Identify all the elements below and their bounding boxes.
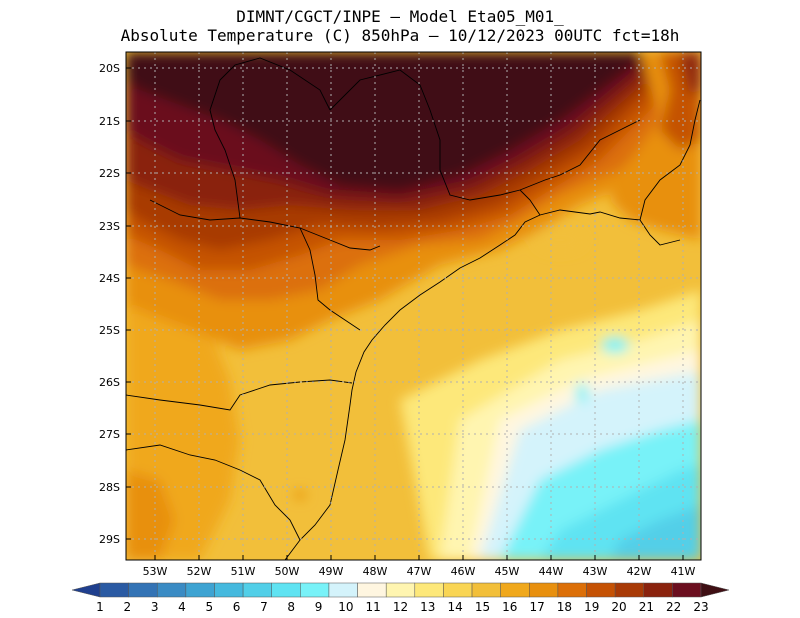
- lat-label: 21S: [99, 115, 120, 128]
- colorbar-swatch: [643, 582, 673, 598]
- map-title-line-1: DIMNT/CGCT/INPE — Model Eta05_M01_: [236, 7, 564, 26]
- colorbar-label: 14: [447, 600, 462, 614]
- colorbar-swatch: [271, 582, 301, 598]
- state-border-5: [209, 57, 331, 219]
- state-border-6: [329, 69, 641, 201]
- colorbar-swatch: [672, 582, 702, 598]
- lat-label: 23S: [99, 220, 120, 233]
- lon-label: 45W: [495, 565, 520, 578]
- colorbar-label: 5: [205, 600, 213, 614]
- lat-label: 25S: [99, 324, 120, 337]
- colorbar-label: 13: [420, 600, 435, 614]
- colorbar-label: 17: [529, 600, 544, 614]
- colorbar-label: 21: [639, 600, 654, 614]
- lat-label: 28S: [99, 481, 120, 494]
- lon-label: 46W: [451, 565, 476, 578]
- colorbar-swatch: [99, 582, 129, 598]
- colorbar-swatch: [586, 582, 616, 598]
- lat-label: 29S: [99, 533, 120, 546]
- map-frame: [125, 51, 702, 561]
- colorbar-label: 20: [611, 600, 626, 614]
- colorbar-swatch: [357, 582, 387, 598]
- lat-label: 24S: [99, 272, 120, 285]
- colorbar-label: 18: [557, 600, 572, 614]
- state-border-2: [126, 444, 301, 541]
- lon-label: 47W: [407, 565, 432, 578]
- colorbar-swatch: [443, 582, 473, 598]
- colorbar-swatch: [185, 582, 215, 598]
- state-border-3: [149, 199, 381, 251]
- colorbar: 1 2 3 4 5 6 7 8 9 10 11 12 13 14 15 16 17 18 19 20 21 22 23: [71, 582, 730, 614]
- map-title-line-2: Absolute Temperature (C) 850hPa — 10/12/…: [120, 26, 680, 45]
- state-border-7: [519, 189, 541, 216]
- colorbar-swatch: [614, 582, 645, 598]
- lat-label: 22S: [99, 167, 120, 180]
- colorbar-label: 3: [151, 600, 159, 614]
- lon-label: 43W: [583, 565, 608, 578]
- lon-label: 41W: [671, 565, 696, 578]
- colorbar-swatch: [128, 582, 158, 598]
- lon-label: 42W: [627, 565, 652, 578]
- lon-label: 52W: [187, 565, 212, 578]
- colorbar-label: 23: [693, 600, 708, 614]
- state-border-1: [126, 379, 353, 411]
- colorbar-swatch: [328, 582, 358, 598]
- colorbar-swatch: [242, 582, 272, 598]
- colorbar-swatch: [557, 582, 587, 598]
- lon-label: 49W: [319, 565, 344, 578]
- latitude-axis: 20S 21S 22S 23S 24S 25S 26S 27S 28S 29S: [99, 62, 120, 546]
- colorbar-swatch: [385, 582, 416, 598]
- colorbar-label: 16: [502, 600, 517, 614]
- colorbar-swatch: [529, 582, 559, 598]
- lon-label: 50W: [275, 565, 300, 578]
- lat-label: 26S: [99, 376, 120, 389]
- colorbar-label: 22: [666, 600, 681, 614]
- colorbar-label: 9: [315, 600, 323, 614]
- colorbar-label: 15: [475, 600, 490, 614]
- lon-label: 48W: [363, 565, 388, 578]
- colorbar-label: 6: [233, 600, 241, 614]
- colorbar-label: 8: [287, 600, 295, 614]
- axis-ticks: [126, 67, 684, 560]
- lat-label: 27S: [99, 428, 120, 441]
- colorbar-right-arrow: [700, 582, 730, 598]
- lon-label: 51W: [231, 565, 256, 578]
- colorbar-label: 19: [584, 600, 599, 614]
- state-border-8: [639, 219, 681, 246]
- longitude-axis: 53W 52W 51W 50W 49W 48W 47W 46W 45W 44W …: [143, 565, 696, 578]
- colorbar-label: 10: [338, 600, 353, 614]
- colorbar-label: 4: [178, 600, 186, 614]
- colorbar-label: 7: [260, 600, 268, 614]
- colorbar-label: 12: [393, 600, 408, 614]
- colorbar-swatch: [300, 582, 330, 598]
- lon-label: 53W: [143, 565, 168, 578]
- colorbar-label: 2: [123, 600, 131, 614]
- lat-label: 20S: [99, 62, 120, 75]
- map-boundaries: [126, 57, 701, 560]
- colorbar-swatch: [156, 582, 187, 598]
- colorbar-swatch: [214, 582, 244, 598]
- gridlines: [126, 52, 701, 560]
- colorbar-swatch: [471, 582, 501, 598]
- coastline: [284, 99, 701, 560]
- colorbar-swatch: [414, 582, 444, 598]
- temperature-field: [126, 52, 701, 560]
- state-border-4: [299, 227, 361, 331]
- colorbar-label: 11: [366, 600, 381, 614]
- lon-label: 44W: [539, 565, 564, 578]
- colorbar-swatch: [500, 582, 530, 598]
- colorbar-left-arrow: [71, 582, 101, 598]
- colorbar-label: 1: [96, 600, 104, 614]
